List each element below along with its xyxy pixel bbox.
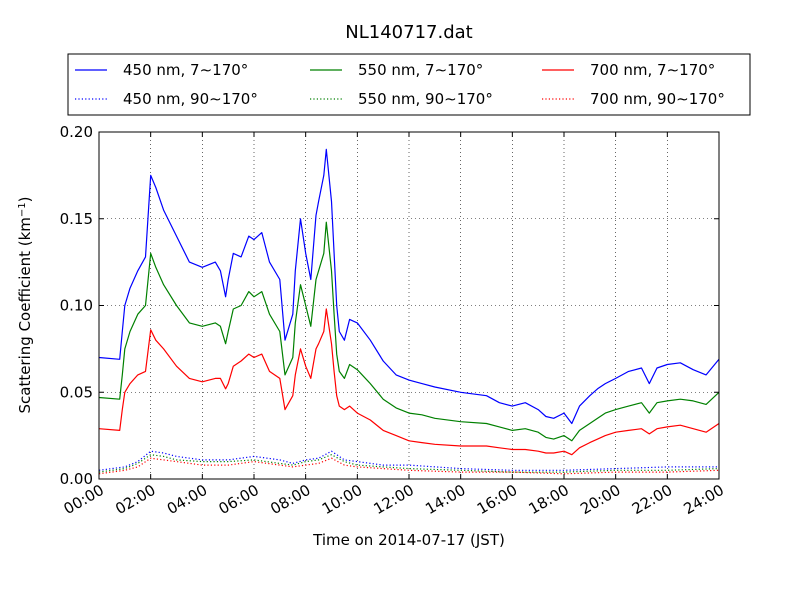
series-line-1 <box>98 221 720 442</box>
series-line-5 <box>98 457 720 475</box>
series-group <box>98 148 720 475</box>
y-tick-label: 0.00 <box>60 470 93 488</box>
legend-label-2: 700 nm, 7∼170° <box>590 61 715 79</box>
y-tick-label: 0.10 <box>60 297 93 315</box>
legend-box <box>67 53 751 116</box>
y-tick-label: 0.15 <box>60 210 93 228</box>
y-axis-title: Scattering Coefficient (km−1) <box>16 196 34 413</box>
grid <box>99 132 719 479</box>
legend-label-5: 700 nm, 90∼170° <box>590 90 725 108</box>
legend-label-3: 450 nm, 90∼170° <box>123 90 258 108</box>
legend-label-4: 550 nm, 90∼170° <box>358 90 493 108</box>
legend-label-0: 450 nm, 7∼170° <box>123 61 248 79</box>
x-axis-title: Time on 2014-07-17 (JST) <box>312 531 505 549</box>
y-tick-labels: 0.00 0.05 0.10 0.15 0.20 <box>60 123 93 488</box>
legend-label-1: 550 nm, 7∼170° <box>358 61 483 79</box>
series-line-4 <box>98 454 720 473</box>
plot-frame <box>98 131 720 480</box>
y-axis-title-sup: −1 <box>17 202 28 217</box>
y-tick-label: 0.05 <box>60 383 93 401</box>
y-axis-title-main: Scattering Coefficient (km <box>16 217 34 413</box>
y-axis-title-end: ) <box>16 196 34 202</box>
legend: 450 nm, 7∼170° 550 nm, 7∼170° 700 nm, 7∼17… <box>67 53 751 116</box>
series-line-0 <box>98 148 720 425</box>
series-line-2 <box>98 308 720 456</box>
y-tick-label: 0.20 <box>60 123 93 141</box>
plot-area <box>98 131 720 480</box>
chart-title: NL140717.dat <box>345 22 472 43</box>
